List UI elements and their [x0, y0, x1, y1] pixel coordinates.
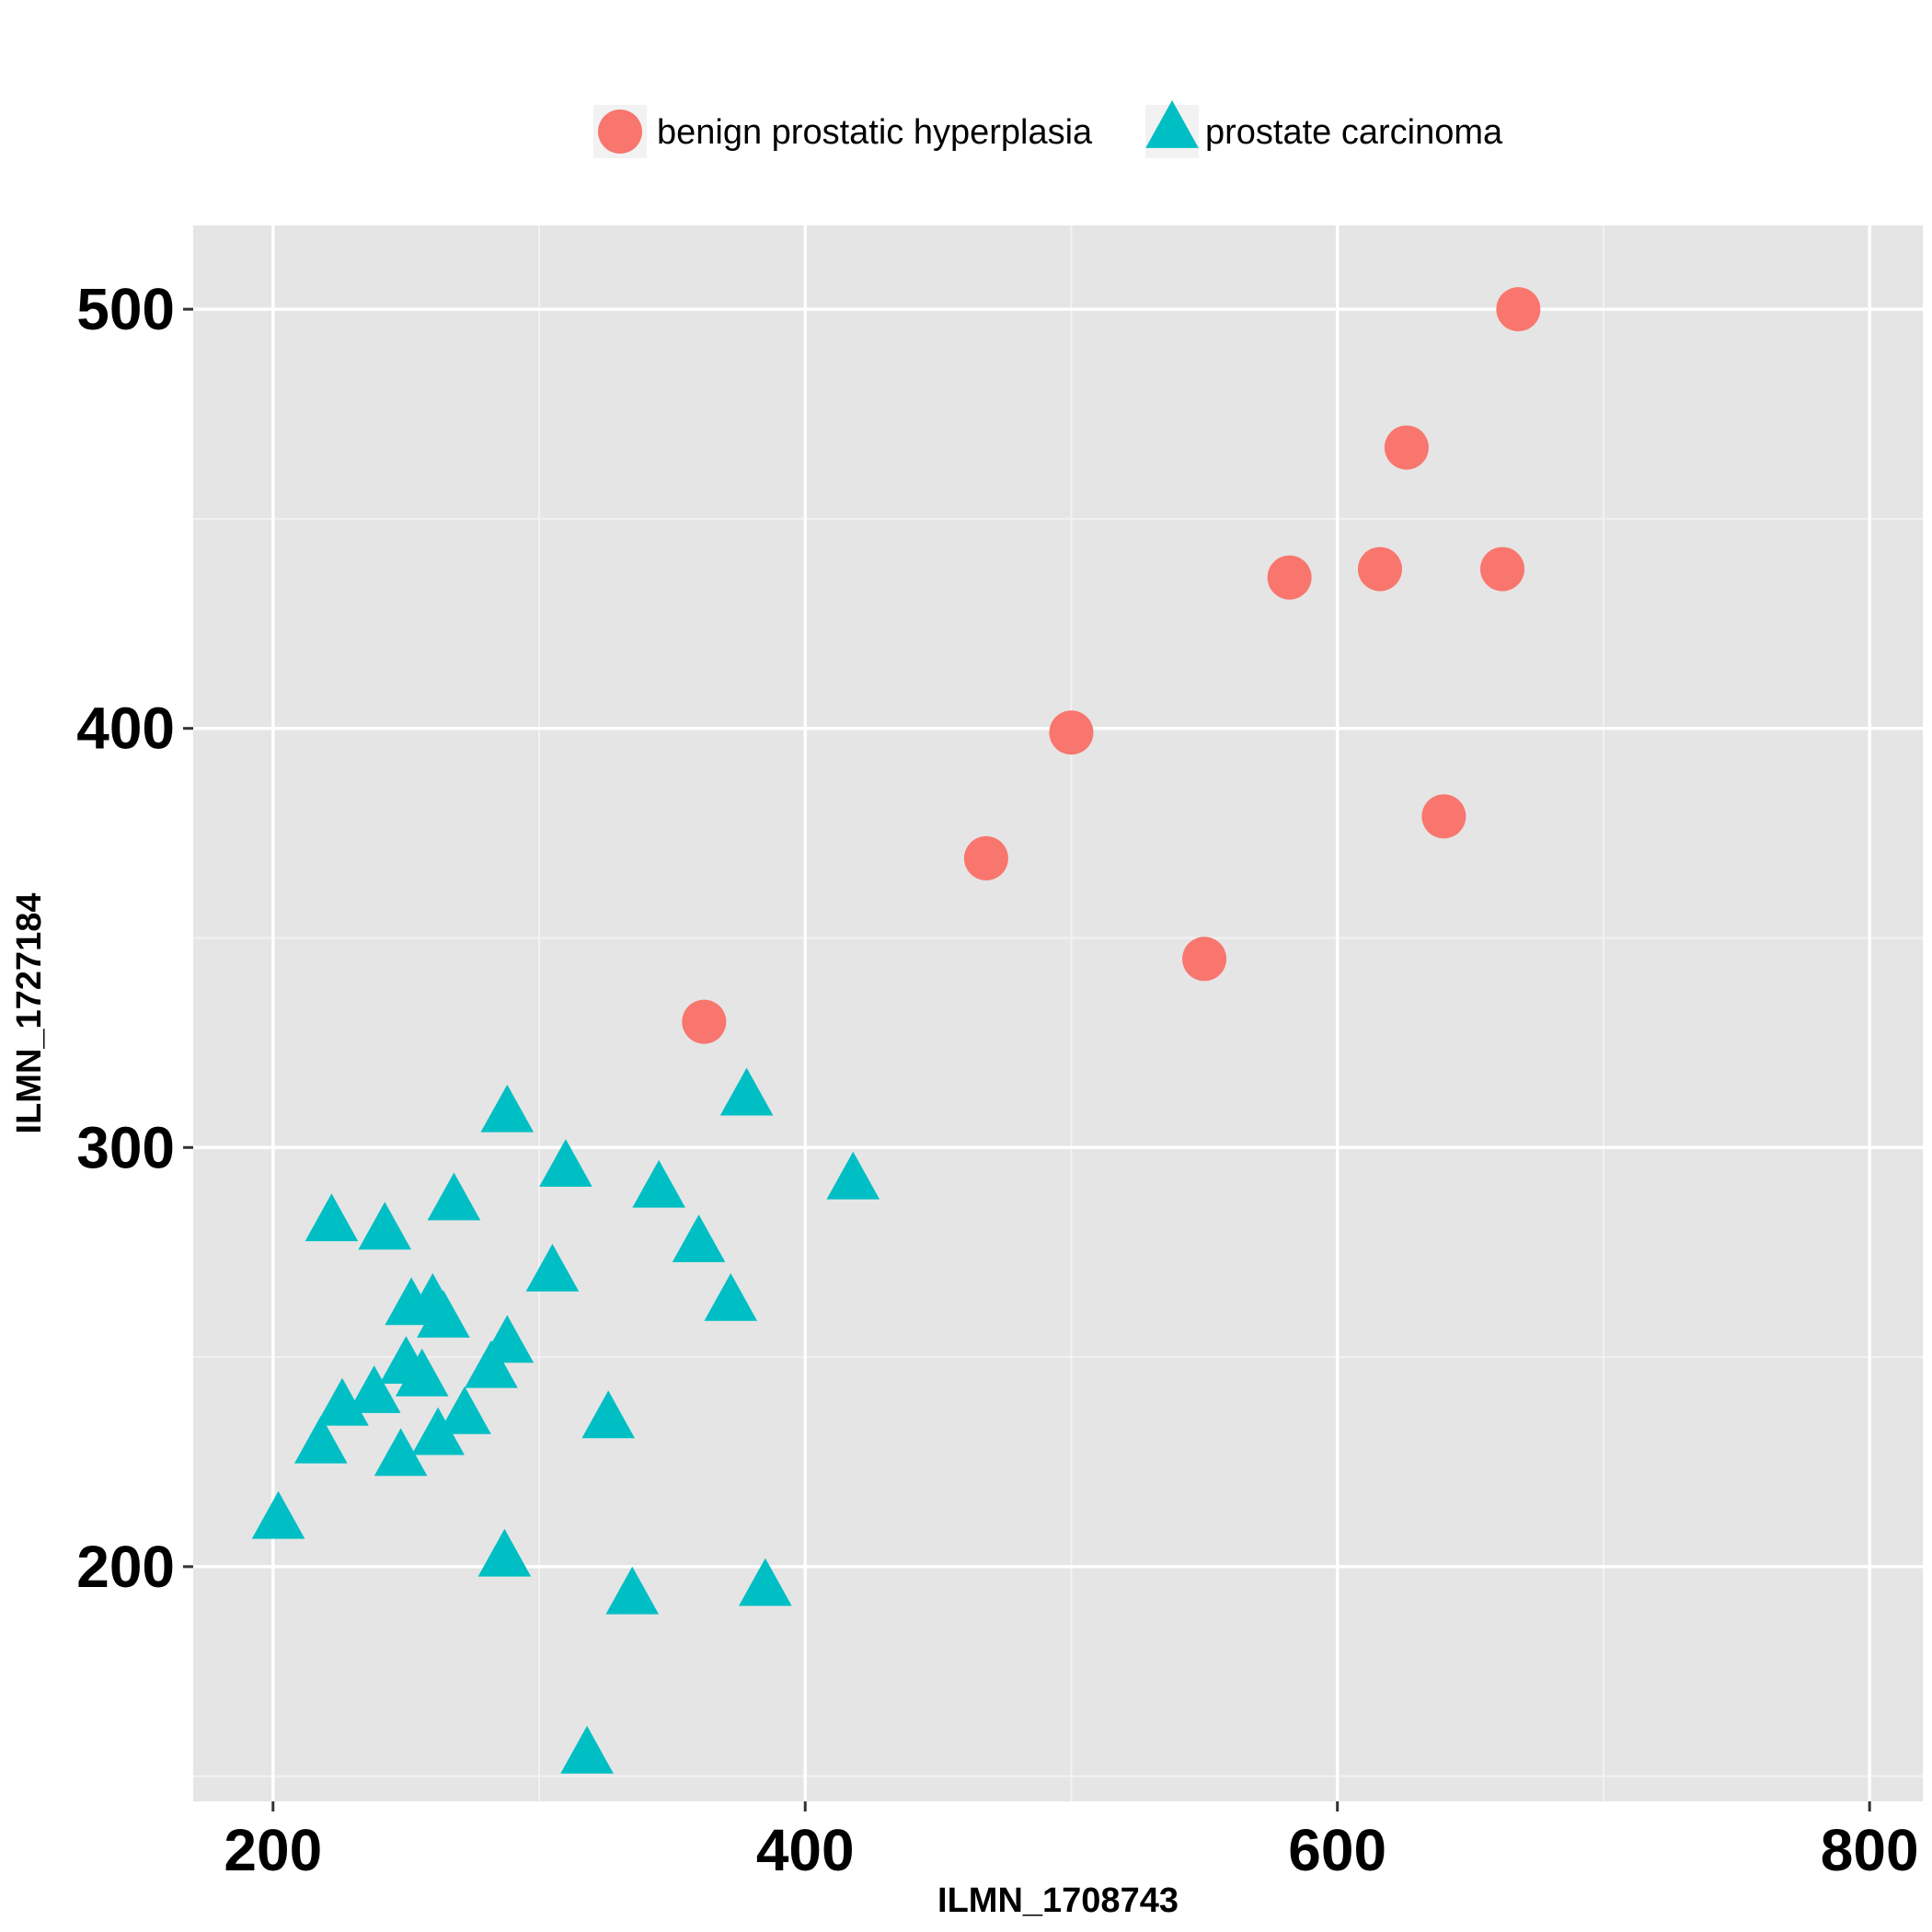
point-benign [1496, 287, 1541, 332]
point-carcinoma [719, 1067, 774, 1116]
y-tick-label: 500 [76, 276, 175, 342]
point-benign [1421, 794, 1466, 839]
point-carcinoma [480, 1084, 535, 1133]
point-carcinoma [316, 1377, 369, 1426]
point-benign [1384, 425, 1429, 470]
point-carcinoma [347, 1365, 401, 1413]
point-carcinoma [739, 1558, 792, 1606]
point-carcinoma [525, 1243, 580, 1292]
point-carcinoma [465, 1340, 518, 1388]
point-benign [963, 835, 1008, 880]
point-benign [1267, 555, 1312, 600]
point-carcinoma [395, 1348, 449, 1397]
x-tick-label: 400 [756, 1817, 855, 1883]
point-carcinoma [251, 1490, 305, 1539]
point-carcinoma [305, 1193, 359, 1242]
legend-label-benign: benign prostatic hyperplasia [657, 113, 1093, 152]
data-points [251, 287, 1541, 1774]
plot-panel [193, 225, 1923, 1801]
legend-label-carcinoma: prostate carcinoma [1205, 113, 1503, 152]
y-axis-title: ILMN_1727184 [10, 893, 49, 1134]
y-tick-label: 200 [76, 1534, 175, 1600]
point-carcinoma [417, 1290, 470, 1338]
x-tick-label: 600 [1288, 1817, 1386, 1883]
point-benign [1480, 546, 1525, 592]
legend-circle-marker [598, 109, 642, 154]
point-carcinoma [411, 1407, 465, 1455]
x-tick-label: 200 [224, 1817, 322, 1883]
point-carcinoma [427, 1172, 481, 1221]
point-carcinoma [605, 1566, 660, 1615]
x-axis-title: ILMN_1708743 [937, 1881, 1179, 1920]
point-carcinoma [374, 1428, 428, 1477]
point-carcinoma [672, 1214, 726, 1262]
y-tick-label: 300 [76, 1114, 175, 1180]
point-carcinoma [704, 1272, 758, 1321]
point-benign [1182, 937, 1227, 982]
point-carcinoma [560, 1725, 614, 1774]
point-carcinoma [294, 1415, 348, 1464]
point-carcinoma [477, 1528, 532, 1577]
x-tick-label: 800 [1821, 1817, 1919, 1883]
minor-gridlines [193, 225, 1923, 1801]
point-carcinoma [358, 1202, 412, 1250]
axis-ticks [183, 307, 1871, 1811]
legend-triangle-marker [1145, 100, 1199, 148]
tick-labels: 200 400 600 800 200 300 400 500 [76, 276, 1918, 1883]
point-benign [682, 999, 727, 1044]
y-tick-label: 400 [76, 696, 175, 762]
point-carcinoma [826, 1151, 880, 1200]
point-carcinoma [632, 1159, 685, 1208]
point-carcinoma [438, 1386, 491, 1434]
point-carcinoma [539, 1139, 592, 1187]
point-benign [1049, 710, 1094, 755]
legend: benign prostatic hyperplasia prostate ca… [593, 100, 1503, 158]
point-benign [1357, 546, 1402, 592]
point-carcinoma [581, 1390, 635, 1439]
